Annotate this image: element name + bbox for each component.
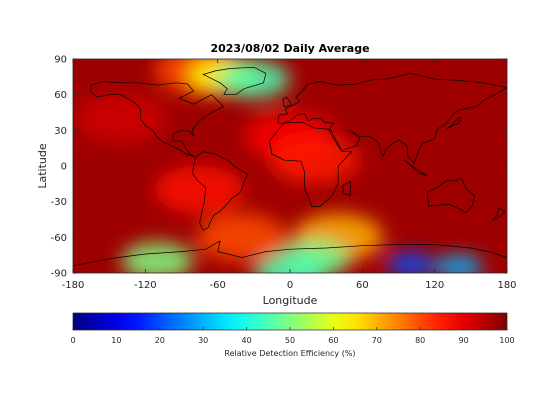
- coastline-greenland: [202, 66, 267, 96]
- coastline-south-america: [192, 151, 249, 231]
- field-feature-4: [196, 213, 287, 262]
- colorbar-tick-label: 20: [155, 336, 165, 345]
- plot-area: [72, 58, 508, 274]
- colorbar-tick-label: 90: [459, 336, 469, 345]
- colorbar: 0 10 20 30 40 50 60 70 80 90 100 Relative Detectio…: [70, 312, 515, 358]
- field-feature-13: [386, 251, 435, 273]
- coastline-japan: [446, 116, 462, 130]
- colorbar-tick-label: 80: [415, 336, 425, 345]
- coastline-north-america: [90, 81, 225, 157]
- x-tick-label: -120: [134, 280, 157, 291]
- field-feature-11: [217, 60, 290, 99]
- coastline-antarctica: [73, 240, 507, 267]
- field-feature-0: [76, 94, 167, 143]
- field-feature-10: [254, 253, 326, 273]
- coastline-australia: [427, 177, 475, 213]
- x-tick-label: 0: [287, 280, 293, 291]
- coastlines: [73, 66, 507, 267]
- field-feature-8: [121, 241, 194, 273]
- colorbar-tick-label: 0: [70, 336, 75, 345]
- colorbar-tick-label: 100: [499, 336, 514, 345]
- y-tick-label: -60: [51, 233, 67, 244]
- x-tick-label: 120: [425, 280, 444, 291]
- colorbar-tick-label: 40: [242, 336, 252, 345]
- y-axis-label: Latitude: [36, 143, 49, 189]
- coastline-new-zealand: [492, 207, 506, 222]
- colorbar-tick-label: 70: [372, 336, 382, 345]
- chart-title: 2023/08/02 Daily Average: [210, 42, 369, 55]
- field-feature-12: [434, 254, 483, 273]
- y-tick-label: 90: [54, 55, 67, 66]
- x-axis-label: Longitude: [263, 294, 318, 307]
- x-tick-label: -180: [62, 280, 85, 291]
- coastline-madagascar: [342, 180, 351, 197]
- coastline-eurasia: [277, 72, 507, 165]
- field-feature-2: [154, 165, 245, 214]
- y-axis-ticks: 90 60 30 0 -30 -60 -90: [51, 55, 507, 280]
- y-tick-label: -90: [51, 269, 67, 280]
- y-tick-label: 0: [61, 162, 67, 173]
- y-tick-label: 30: [54, 126, 67, 137]
- colorbar-tick-label: 10: [111, 336, 121, 345]
- heatmap-field: [76, 59, 483, 273]
- field-feature-3: [269, 136, 360, 185]
- x-axis-ticks: -180 -120 -60 0 60 120 180: [62, 59, 517, 291]
- coastline-africa: [269, 121, 353, 207]
- colorbar-tick-label: 30: [198, 336, 208, 345]
- x-tick-label: -60: [209, 280, 225, 291]
- y-tick-label: 60: [54, 90, 67, 101]
- colorbar-ticks: 0 10 20 30 40 50 60 70 80 90 100: [70, 327, 515, 345]
- colorbar-label: Relative Detection Efficiency (%): [224, 349, 355, 358]
- x-tick-label: 60: [356, 280, 369, 291]
- coastline-uk: [282, 96, 292, 107]
- x-tick-label: 180: [497, 280, 516, 291]
- y-tick-label: -30: [51, 197, 67, 208]
- colorbar-tick-label: 50: [285, 336, 295, 345]
- colorbar-tick-label: 60: [328, 336, 338, 345]
- coastline-indonesia: [404, 159, 428, 176]
